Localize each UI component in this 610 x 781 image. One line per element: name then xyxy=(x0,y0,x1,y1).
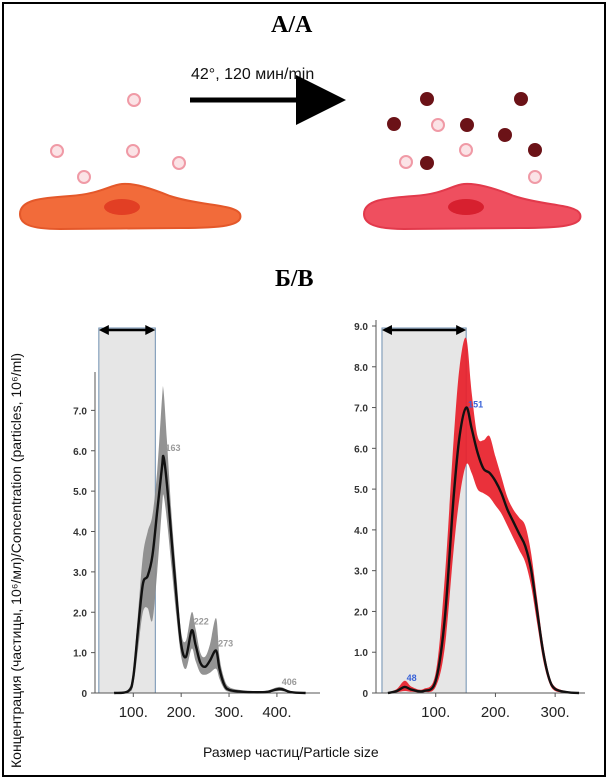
mean-curve xyxy=(387,406,580,695)
peak-label: 48 xyxy=(407,673,417,683)
vesicle-dark xyxy=(420,92,434,106)
y-tick-label: 3.0 xyxy=(354,567,368,578)
chart-right: 0 1.0 2.0 3.0 4.0 5.0 6.0 7.0 8.0 9.0 100. 200. 300.… xyxy=(354,320,585,721)
y-tick-label: 7.0 xyxy=(354,404,368,415)
y-tick-label: 1.0 xyxy=(354,648,368,659)
y-tick-label: 6.0 xyxy=(354,444,368,455)
y-tick-label: 5.0 xyxy=(73,487,87,498)
y-tick-label: 4.0 xyxy=(354,526,368,537)
y-tick-label: 4.0 xyxy=(73,528,87,539)
x-tick-label: 300. xyxy=(541,704,570,721)
vesicle-dark xyxy=(528,143,542,157)
y-tick-label: 1.0 xyxy=(73,649,87,660)
peak-label: 163 xyxy=(165,443,180,453)
range-arrow-left-head xyxy=(381,325,392,335)
peak-label: 273 xyxy=(218,639,233,649)
vesicle-light xyxy=(399,155,413,169)
y-tick-label: 2.0 xyxy=(73,608,87,619)
y-tick-label: 0 xyxy=(81,689,87,700)
chart-left: 0 1.0 2.0 3.0 4.0 5.0 6.0 7.0 100. 200. 300. 400. 16… xyxy=(73,325,320,721)
y-tick-label: 6.0 xyxy=(73,447,87,458)
vesicles-right xyxy=(387,92,542,184)
peak-label: 151 xyxy=(468,400,483,410)
range-arrow-right-head xyxy=(145,325,156,335)
panel-a-illustration xyxy=(18,75,582,231)
panel-a-title: А/А xyxy=(271,12,313,38)
vesicle-light xyxy=(459,143,473,157)
peak-label: 222 xyxy=(194,616,209,626)
x-axis-title: Размер частиц/Particle size xyxy=(203,744,379,760)
x-tick-label: 100. xyxy=(421,704,450,721)
range-arrow-left-head xyxy=(98,325,109,335)
x-tick-label: 300. xyxy=(214,704,243,721)
y-tick-label: 8.0 xyxy=(354,363,368,374)
vesicle-light xyxy=(528,170,542,184)
y-tick-label: 2.0 xyxy=(354,607,368,618)
y-tick-label: 5.0 xyxy=(354,485,368,496)
x-tick-label: 400. xyxy=(262,704,291,721)
vesicle-light xyxy=(127,93,141,107)
vesicles-left xyxy=(50,93,186,184)
y-axis-title: Концентрация (частицы, 10⁶/мл)/Concentra… xyxy=(8,352,24,768)
y-tick-label: 0 xyxy=(362,689,368,700)
cell-right-nucleus xyxy=(448,199,484,215)
panel-b-title: Б/В xyxy=(275,266,314,292)
cell-left-nucleus xyxy=(104,199,140,215)
mean-curve xyxy=(113,454,306,695)
vesicle-dark xyxy=(514,92,528,106)
peak-label: 406 xyxy=(282,677,297,687)
treatment-label: 42°, 120 мин/min xyxy=(191,66,315,83)
vesicle-dark xyxy=(387,117,401,131)
y-tick-label: 9.0 xyxy=(354,322,368,333)
range-arrow-right-head xyxy=(456,325,467,335)
vesicle-light xyxy=(126,144,140,158)
vesicle-light xyxy=(431,118,445,132)
vesicle-dark xyxy=(420,156,434,170)
size-range-region xyxy=(98,327,156,694)
vesicle-dark xyxy=(460,118,474,132)
x-tick-label: 200. xyxy=(167,704,196,721)
x-tick-label: 100. xyxy=(119,704,148,721)
x-tick-label: 200. xyxy=(481,704,510,721)
y-tick-label: 3.0 xyxy=(73,568,87,579)
y-tick-label: 7.0 xyxy=(73,406,87,417)
vesicle-light xyxy=(172,156,186,170)
vesicle-dark xyxy=(498,128,512,142)
vesicle-light xyxy=(77,170,91,184)
vesicle-light xyxy=(50,144,64,158)
